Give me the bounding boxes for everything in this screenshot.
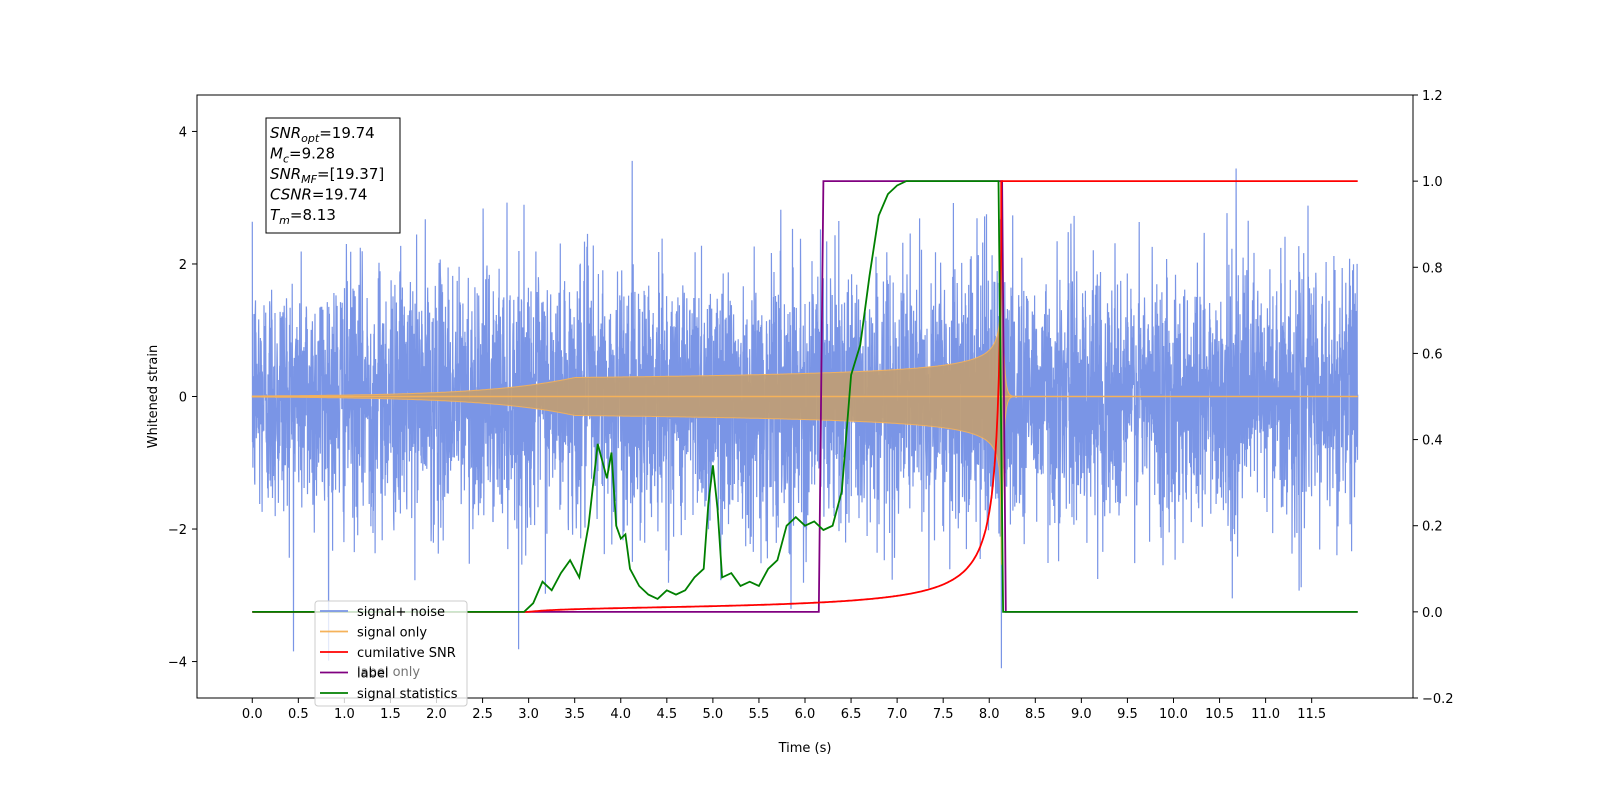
legend-label: cumilative SNR — [357, 646, 456, 661]
x-tick-label: 4.0 — [610, 707, 631, 722]
x-tick-label: 0.5 — [288, 707, 309, 722]
legend-frame — [314, 600, 468, 707]
annotation-line: SNRopt=19.74 — [270, 124, 375, 145]
x-tick-label: 6.0 — [795, 707, 816, 722]
x-tick-label: 11.0 — [1251, 707, 1280, 722]
x-tick-label: 9.0 — [1071, 707, 1092, 722]
y-right-tick-label: 0.8 — [1422, 261, 1443, 276]
y-right-tick-label: 0.2 — [1422, 520, 1443, 535]
axes-layer: 0.0 0.5 1.0 1.5 2.0 2.5 3.0 3.5 4.0 4.5 5.0 5.5 6.0 6… — [168, 89, 1454, 722]
legend-label: signal+ noise — [357, 605, 445, 620]
y-right-tick-label: 0.0 — [1422, 606, 1443, 621]
y-right-tick-label: 1.0 — [1422, 175, 1443, 190]
y-tick-label: −4 — [168, 656, 187, 671]
series-signal-noise — [251, 160, 1359, 669]
legend-label: signal only — [357, 626, 427, 641]
legend: signal+ noise signal only cumilative SNR la… — [314, 600, 468, 707]
y-tick-label: 0 — [179, 391, 187, 406]
y-right-tick-label: 0.4 — [1422, 434, 1443, 449]
annotation-line: CSNR=19.74 — [270, 186, 367, 204]
legend-label: signal statistics — [357, 687, 458, 702]
x-axis-label: Time (s) — [778, 741, 832, 756]
x-tick-label: 0.0 — [242, 707, 263, 722]
series-signal-statistics — [252, 180, 1358, 613]
annotation-line: SNRMF=[19.37] — [270, 165, 384, 186]
x-tick-label: 1.5 — [380, 707, 401, 722]
x-tick-label: 5.5 — [749, 707, 770, 722]
y-tick-label: 2 — [179, 258, 187, 273]
x-tick-label: 9.5 — [1117, 707, 1138, 722]
x-tick-label: 6.5 — [841, 707, 862, 722]
annotation-line: Tm=8.13 — [270, 206, 336, 227]
x-tick-label: 7.0 — [887, 707, 908, 722]
y-tick-label: −2 — [168, 523, 187, 538]
x-tick-label: 10.5 — [1205, 707, 1234, 722]
y-tick-label: 4 — [179, 125, 187, 140]
x-tick-label: 8.5 — [1025, 707, 1046, 722]
x-tick-label: 7.5 — [933, 707, 954, 722]
legend-label: label — [357, 667, 388, 682]
y-right-tick-label: −0.2 — [1422, 692, 1454, 707]
x-tick-label: 3.0 — [518, 707, 539, 722]
y-right-tick-label: 0.6 — [1422, 347, 1443, 362]
x-tick-label: 2.0 — [426, 707, 447, 722]
x-tick-label: 11.5 — [1297, 707, 1326, 722]
x-tick-label: 1.0 — [334, 707, 355, 722]
y-right-tick-label: 1.2 — [1422, 89, 1443, 104]
x-tick-label: 10.0 — [1159, 707, 1188, 722]
y-axis-label: Whitened strain — [146, 345, 161, 448]
annotation-line: Mc=9.28 — [270, 145, 335, 166]
annotation-box: SNRopt=19.74Mc=9.28SNRMF=[19.37]CSNR=19.… — [265, 117, 401, 234]
x-tick-label: 3.5 — [564, 707, 585, 722]
x-tick-label: 5.0 — [703, 707, 724, 722]
x-tick-label: 8.0 — [979, 707, 1000, 722]
series-layer — [251, 160, 1359, 669]
annotation-frame — [265, 117, 401, 234]
x-tick-label: 2.5 — [472, 707, 493, 722]
x-tick-label: 4.5 — [656, 707, 677, 722]
legend-label-hidden: label only — [357, 665, 420, 680]
series-cumulative-snr — [528, 180, 1358, 613]
